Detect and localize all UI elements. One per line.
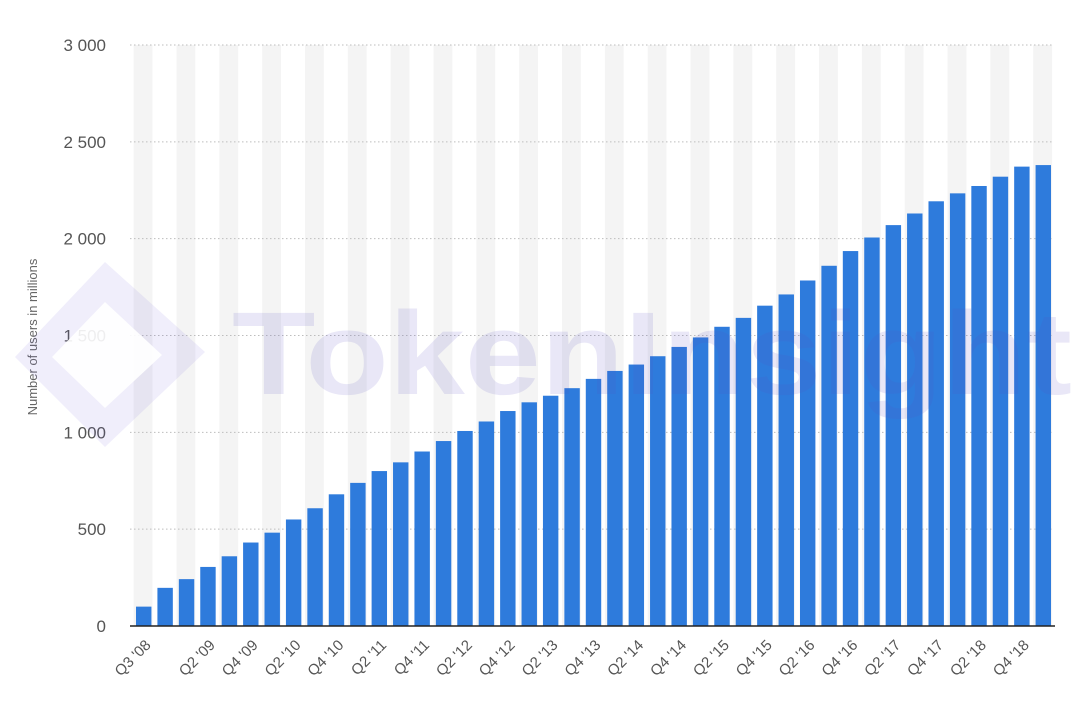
bar[interactable] [285,519,302,626]
bar[interactable] [221,556,238,626]
y-tick-label: 500 [78,520,106,539]
bar[interactable] [585,378,602,626]
watermark-text: TokenInsight [232,288,1072,420]
bar[interactable] [692,337,709,626]
x-tick-label: Q2 '11 [348,637,390,679]
bar[interactable] [157,587,173,626]
bar[interactable] [650,356,666,626]
bar[interactable] [393,462,409,626]
bar[interactable] [135,606,152,626]
bar[interactable] [1014,166,1030,626]
x-tick-label: Q4 '11 [391,637,433,679]
x-tick-label: Q2 '16 [776,637,819,680]
bar[interactable] [971,185,987,627]
bar[interactable] [992,176,1009,626]
bar[interactable] [178,579,195,626]
bar[interactable] [735,317,752,626]
background-band [347,45,367,626]
y-tick-label: 3 000 [63,36,106,55]
x-tick-label: Q2 '17 [861,637,904,680]
x-tick-label: Q4 '13 [561,637,604,680]
x-tick-label: Q2 '15 [690,637,733,680]
x-tick-label: Q2 '14 [604,637,647,680]
bar[interactable] [821,265,837,626]
y-tick-label: 0 [97,617,106,636]
y-tick-label: 2 000 [63,230,106,249]
x-tick-label: Q2 '18 [947,637,990,680]
bar[interactable] [371,471,388,626]
bar[interactable] [414,451,430,626]
bar[interactable] [200,566,216,626]
bar[interactable] [928,201,944,626]
y-tick-label: 2 500 [63,133,106,152]
bar[interactable] [1035,165,1052,626]
bar[interactable] [264,532,280,626]
bar[interactable] [243,542,259,626]
x-tick-label: Q4 '18 [990,637,1033,680]
bar[interactable] [542,395,559,626]
x-tick-label: Q4 '10 [304,637,347,680]
watermark-logo: TokenInsight [15,262,1072,447]
bar[interactable] [949,193,966,626]
bar[interactable] [885,225,902,627]
x-tick-label: Q2 '13 [519,637,562,680]
bars [135,165,1052,627]
bar[interactable] [628,364,645,626]
bar[interactable] [842,251,859,626]
bar[interactable] [500,411,516,626]
x-tick-label: Q4 '16 [818,637,861,680]
bar[interactable] [328,494,345,626]
y-axis-label: Number of users in millions [25,258,40,415]
bar[interactable] [564,388,580,626]
bar[interactable] [607,370,623,626]
x-tick-label: Q3 '08 [112,637,155,680]
x-tick-label: Q4 '09 [219,637,262,680]
bar[interactable] [799,280,816,626]
x-tick-label: Q4 '12 [476,637,519,680]
bar[interactable] [778,294,794,626]
background-band [176,45,196,626]
x-tick-label: Q2 '12 [433,637,476,680]
x-tick-label: Q4 '14 [647,637,690,680]
bar[interactable] [457,430,473,626]
bar[interactable] [907,213,923,627]
bar[interactable] [757,305,773,626]
background-band [262,45,282,626]
background-band [219,45,239,626]
bar[interactable] [671,346,687,626]
bar[interactable] [435,441,452,626]
x-tick-label: Q2 '09 [176,637,219,680]
y-tick-label: 1 000 [63,423,106,442]
bar[interactable] [521,402,537,626]
bar[interactable] [714,326,730,626]
x-axis-ticks: Q3 '08 Q2 '09 Q4 '09 Q2 '10 Q4 '10 Q2 '11 Q4 '… [112,637,1033,680]
x-tick-label: Q4 '15 [733,637,776,680]
bar[interactable] [478,421,495,626]
x-tick-label: Q2 '10 [262,637,305,680]
x-tick-label: Q4 '17 [904,637,947,680]
bar[interactable] [307,508,323,626]
watermark-diamond-inner [52,302,162,408]
bar[interactable] [864,237,880,626]
bar[interactable] [350,482,366,626]
